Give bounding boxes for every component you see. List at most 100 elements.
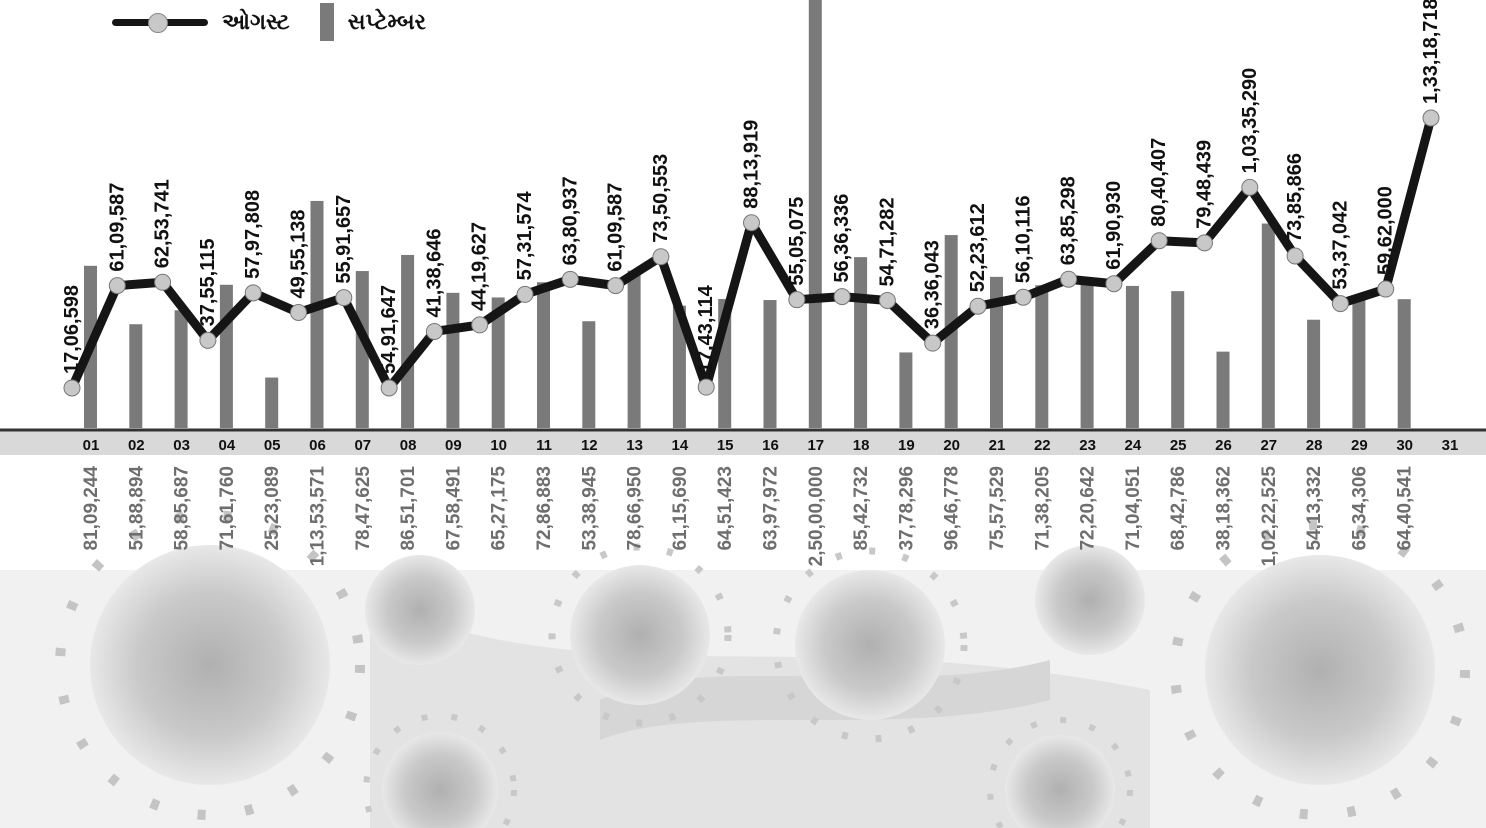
label-august-08: 54,91,647: [378, 285, 400, 374]
x-tick-label: 05: [264, 437, 281, 454]
label-august-02: 61,09,587: [106, 183, 128, 272]
label-august-09: 41,38,646: [423, 228, 445, 317]
point-august-21: [969, 297, 987, 315]
virus-icon: [548, 543, 732, 727]
label-september-28: 54,13,332: [1304, 466, 1325, 551]
point-august-12: [561, 270, 579, 288]
bar-september-13: [627, 270, 641, 428]
bar-september-09: [446, 292, 460, 428]
x-tick-label: 06: [309, 437, 326, 454]
bar-september-17: [808, 0, 822, 428]
legend-line-label: ઓગસ્ટ: [222, 9, 290, 35]
bar-september-24: [1125, 285, 1139, 428]
label-september-02: 51,88,894: [126, 466, 147, 551]
x-tick-label: 25: [1170, 437, 1187, 454]
bar-september-21: [990, 276, 1003, 428]
bar-september-05: [265, 377, 279, 428]
legend: ઓગસ્ટ સપ્ટેમ્બર: [112, 2, 426, 42]
x-tick-label: 03: [173, 437, 190, 454]
bar-september-28: [1307, 319, 1321, 428]
label-september-23: 72,20,642: [1078, 466, 1099, 551]
label-august-24: 61,90,930: [1103, 181, 1125, 270]
virus-icon: [1035, 545, 1145, 655]
label-august-04: 37,55,115: [197, 238, 219, 326]
label-september-29: 65,34,306: [1349, 466, 1370, 551]
x-tick-label: 10: [490, 437, 507, 454]
label-august-14: 73,50,553: [650, 154, 672, 243]
label-september-05: 25,23,089: [262, 466, 283, 551]
label-august-20: 36,36,043: [922, 240, 944, 329]
virus-icon: [772, 547, 968, 743]
point-august-27: [1241, 178, 1259, 196]
bar-september-23: [1080, 283, 1094, 428]
bar-september-19: [899, 352, 913, 428]
label-september-27: 1,02,22,525: [1259, 466, 1280, 567]
point-august-04: [199, 331, 217, 349]
point-august-20: [924, 334, 942, 352]
label-august-12: 63,80,937: [559, 176, 581, 265]
label-september-13: 78,66,950: [625, 466, 646, 551]
x-tick-label: 29: [1351, 437, 1368, 454]
point-august-30: [1377, 280, 1395, 298]
label-august-15: 17,43,114: [695, 284, 717, 373]
x-tick-label: 15: [717, 437, 734, 454]
point-august-16: [743, 214, 760, 232]
label-august-22: 56,10,116: [1012, 195, 1034, 283]
label-august-30: 59,62,000: [1375, 186, 1397, 275]
label-august-25: 80,40,407: [1148, 138, 1170, 227]
bar-september-25: [1171, 291, 1185, 428]
x-tick-label: 27: [1260, 437, 1277, 454]
point-august-29: [1331, 295, 1349, 313]
point-august-18: [833, 288, 851, 306]
point-august-08: [380, 379, 398, 397]
point-august-31: [1422, 109, 1440, 127]
label-august-13: 61,09,587: [605, 183, 627, 272]
label-august-10: 44,19,627: [469, 222, 491, 311]
label-august-31: 1,33,18,718: [1420, 0, 1442, 104]
x-tick-label: 18: [853, 437, 870, 454]
point-august-22: [1014, 288, 1032, 306]
x-tick-label: 31: [1442, 437, 1459, 454]
x-tick-label: 12: [581, 437, 598, 454]
virus-background: [0, 510, 1486, 828]
bar-september-18: [854, 257, 868, 428]
point-august-01: [63, 379, 81, 397]
x-tick-label: 20: [943, 437, 960, 454]
legend-line-swatch: [112, 13, 208, 33]
label-august-18: 56,36,336: [831, 194, 853, 283]
bar-september-11: [537, 282, 550, 428]
bar-september-16: [763, 300, 777, 428]
bar-september-04: [219, 284, 233, 428]
point-august-25: [1150, 232, 1168, 250]
point-august-10: [471, 316, 489, 334]
label-august-19: 54,71,282: [876, 197, 898, 286]
bar-september-22: [1035, 285, 1049, 428]
x-tick-label: 22: [1034, 437, 1051, 454]
x-tick-label: 19: [898, 437, 915, 454]
x-tick-label: 04: [219, 437, 236, 454]
x-tick-label: 17: [807, 437, 824, 454]
bar-september-26: [1216, 351, 1230, 428]
point-august-26: [1196, 234, 1213, 252]
x-tick-label: 07: [354, 437, 371, 454]
x-tick-label: 30: [1396, 437, 1413, 454]
label-september-21: 75,57,529: [987, 466, 1008, 551]
bar-september-12: [582, 321, 596, 428]
label-august-27: 1,03,35,290: [1239, 68, 1261, 174]
label-september-24: 71,04,051: [1123, 466, 1144, 551]
bar-september-08: [401, 254, 415, 428]
x-tick-label: 24: [1125, 437, 1142, 454]
point-august-19: [878, 291, 896, 309]
label-august-05: 57,97,808: [242, 190, 264, 279]
bar-september-29: [1352, 297, 1366, 428]
label-august-26: 79,48,439: [1194, 140, 1216, 229]
label-september-15: 64,51,423: [715, 466, 736, 551]
label-august-29: 53,37,042: [1329, 201, 1351, 290]
label-september-03: 58,85,687: [172, 466, 193, 551]
x-tick-label: 11: [536, 437, 552, 454]
label-september-09: 67,58,491: [443, 466, 464, 551]
label-august-17: 55,05,075: [786, 197, 808, 286]
legend-bar-swatch: [319, 3, 334, 41]
bar-september-14: [672, 305, 686, 428]
